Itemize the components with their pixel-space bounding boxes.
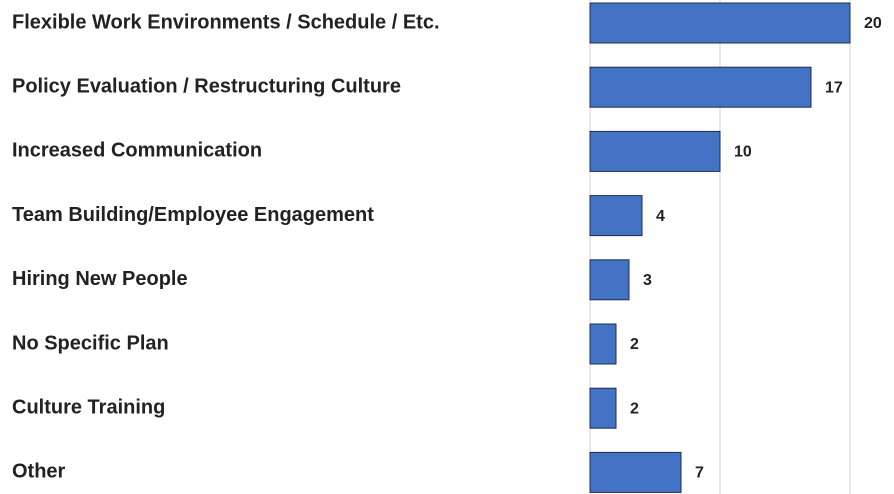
category-label: No Specific Plan <box>12 332 169 354</box>
value-label: 2 <box>630 336 639 353</box>
value-label: 17 <box>825 79 843 96</box>
bar <box>589 323 617 365</box>
category-label: Hiring New People <box>12 268 188 290</box>
value-label: 2 <box>630 400 639 417</box>
value-label: 4 <box>656 208 665 225</box>
value-label: 20 <box>864 15 882 32</box>
category-label: Flexible Work Environments / Schedule / … <box>12 11 440 33</box>
bar <box>589 451 682 493</box>
category-label: Other <box>12 461 66 483</box>
bar <box>589 387 617 429</box>
category-label: Policy Evaluation / Restructuring Cultur… <box>12 75 401 97</box>
bar <box>589 2 851 44</box>
category-label: Team Building/Employee Engagement <box>12 204 374 226</box>
value-label: 3 <box>643 272 652 289</box>
category-label: Culture Training <box>12 396 165 418</box>
bar <box>589 195 643 237</box>
bar <box>589 66 812 108</box>
value-label: 10 <box>734 144 752 161</box>
bar <box>589 130 721 172</box>
bar <box>589 259 630 301</box>
value-label: 7 <box>695 465 704 482</box>
category-label: Increased Communication <box>12 140 262 162</box>
